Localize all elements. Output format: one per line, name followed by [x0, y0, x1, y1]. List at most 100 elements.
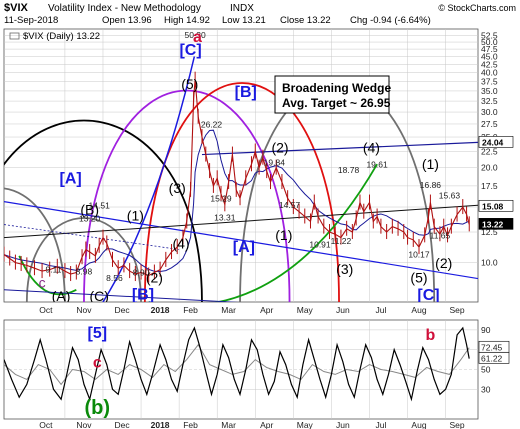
wave-label: c: [39, 274, 46, 290]
cycle-label: (b): [85, 397, 111, 419]
main-y-tick-label: 27.5: [481, 119, 498, 129]
main-x-axis: Oct Nov Dec 2018 Feb Mar Apr May Jun Jul Aug Sep: [39, 305, 465, 315]
wedge-lower-trendline: [4, 201, 478, 280]
price-label: 26.22: [201, 120, 223, 130]
price-label: 10.91: [309, 240, 331, 250]
osc-x-tick-label: Feb: [183, 420, 198, 429]
osc-x-tick-label: Dec: [114, 420, 130, 429]
osc-x-tick-label: May: [297, 420, 314, 429]
oscillator-line: [4, 326, 470, 402]
price-label: 8.98: [76, 266, 93, 276]
price-labels: 50.30 26.22 15.29 13.31 19.84 14.57 10.91 18.78…: [46, 30, 461, 283]
price-label: 19.84: [264, 158, 286, 168]
header-change: Chg -0.94 (-6.64%): [350, 15, 431, 26]
chart-header: $VIX Volatility Index - New Methodology …: [4, 2, 516, 26]
green-cycle-arc-left: [18, 255, 77, 296]
main-grid: [4, 29, 478, 302]
wedge-box: [274, 75, 390, 114]
main-plot-area: 50.30 26.22 15.29 13.31 19.84 14.57 10.91 18.78…: [4, 29, 478, 304]
oscillator-wave-labels: [5] c (b) b: [85, 325, 436, 419]
wave-label: (1): [422, 156, 439, 172]
target-line: [201, 141, 478, 156]
right-value-label: 13.22: [482, 219, 504, 229]
cycle-label: [5]: [87, 325, 107, 342]
price-label: 13.31: [214, 212, 236, 222]
main-y-tick-label: 47.5: [481, 44, 498, 54]
osc-x-tick-label: Oct: [39, 420, 53, 429]
price-label: 8.56: [106, 273, 123, 283]
main-y-tick-label: 35.0: [481, 86, 498, 96]
gray-left-arc: [4, 187, 66, 302]
green-cycle-arc: [148, 163, 378, 302]
right-value-box: [478, 136, 514, 148]
oscillator-grid: [4, 320, 478, 419]
main-x-tick-label: Jun: [336, 305, 350, 315]
header-low: Low 13.21: [222, 15, 266, 26]
wave-label: (2): [271, 140, 288, 156]
lower-support-line: [4, 289, 240, 302]
trend-lines: [4, 141, 478, 302]
osc-level-label: 61.22: [481, 353, 503, 363]
wave-label: (1): [275, 227, 292, 243]
oscillator-signal-line: [4, 343, 470, 386]
wave-label: (3): [336, 261, 353, 277]
main-y-tick-label: 52.5: [481, 30, 498, 40]
main-y-tick-label: 50.0: [481, 37, 498, 47]
main-x-tick-label: Aug: [411, 305, 426, 315]
main-y-tick-label: 12.5: [481, 227, 498, 237]
header-date: 11-Sep-2018: [4, 15, 58, 26]
wave-label: [B]: [235, 84, 257, 101]
header-name: Volatility Index - New Methodology: [48, 3, 201, 14]
osc-x-tick-label: Jul: [375, 420, 386, 429]
price-label: 9.11: [46, 264, 62, 274]
wave-label: (B): [80, 202, 99, 218]
dotted-ma-line: [4, 224, 180, 250]
price-label: 18.78: [338, 165, 360, 175]
red-cycle-arc: [143, 82, 340, 302]
osc-x-tick-label: 2018: [151, 420, 170, 429]
oscillator-x-axis: Oct Nov Dec 2018 Feb Mar Apr May Jun Jul Aug Sep: [39, 420, 465, 429]
wedge-title: Broadening Wedge: [282, 81, 391, 95]
price-label: 8.90: [133, 268, 150, 278]
main-x-tick-label: 2018: [151, 305, 170, 315]
main-x-tick-label: Jul: [375, 305, 386, 315]
main-y-tick-label: 42.5: [481, 59, 498, 69]
legend-text: $VIX (Daily) 13.22: [23, 31, 100, 42]
wedge-upper-trendline: [4, 204, 478, 239]
osc-y-tick-label: 30: [481, 384, 491, 394]
wave-label: [A]: [60, 171, 82, 188]
wave-label: (3): [169, 180, 186, 196]
osc-level-label: 72.45: [481, 342, 503, 352]
osc-x-tick-label: Jun: [336, 420, 350, 429]
broadening-wedge-annotation: Broadening Wedge Avg. Target ~ 26.95: [274, 75, 391, 114]
header-open: Open 13.96: [102, 15, 152, 26]
wave-label: (2): [435, 255, 452, 271]
main-y-tick-label: 37.5: [481, 76, 498, 86]
main-y-tick-label: 40.0: [481, 68, 498, 78]
moving-average-line: [4, 129, 470, 273]
purple-cycle-arc: [83, 89, 291, 302]
osc-x-tick-label: Nov: [76, 420, 92, 429]
price-label: 11.65: [430, 231, 451, 241]
wave-label: (C): [89, 288, 108, 304]
wave-label: (2): [146, 269, 163, 285]
main-x-tick-label: Dec: [114, 305, 130, 315]
right-value-label: 24.04: [482, 137, 504, 147]
wave-label: (5): [181, 76, 198, 92]
header-high: High 14.92: [164, 15, 210, 26]
main-y-tick-label: 20.0: [481, 163, 498, 173]
header-close: Close 13.22: [280, 15, 331, 26]
osc-y-tick-label: 50: [481, 365, 491, 375]
main-x-tick-label: Mar: [221, 305, 236, 315]
cycle-label: b: [426, 327, 436, 344]
main-x-tick-label: Sep: [449, 305, 464, 315]
black-cycle-arc: [4, 119, 203, 302]
main-x-tick-label: Feb: [183, 305, 198, 315]
main-x-tick-label: Nov: [76, 305, 92, 315]
wave-label: [C]: [417, 287, 439, 304]
osc-x-tick-label: Mar: [221, 420, 236, 429]
price-label: 10.17: [408, 249, 430, 259]
gray-small-arc: [25, 217, 142, 302]
